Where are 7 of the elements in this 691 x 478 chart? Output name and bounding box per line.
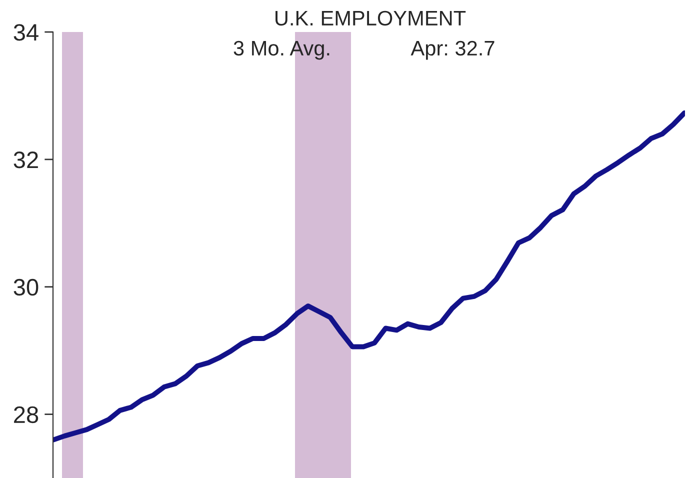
y-tick-label: 32 [14,151,38,168]
y-tick-label: 30 [14,278,38,296]
y-tick-label: 34 [14,24,38,41]
chart-subtitle: 3 Mo. Avg. [234,40,330,60]
chart-title: U.K. EMPLOYMENT [276,10,466,26]
annotation: Apr: 32.7 [410,40,494,60]
y-tick-label: 28 [14,406,38,424]
